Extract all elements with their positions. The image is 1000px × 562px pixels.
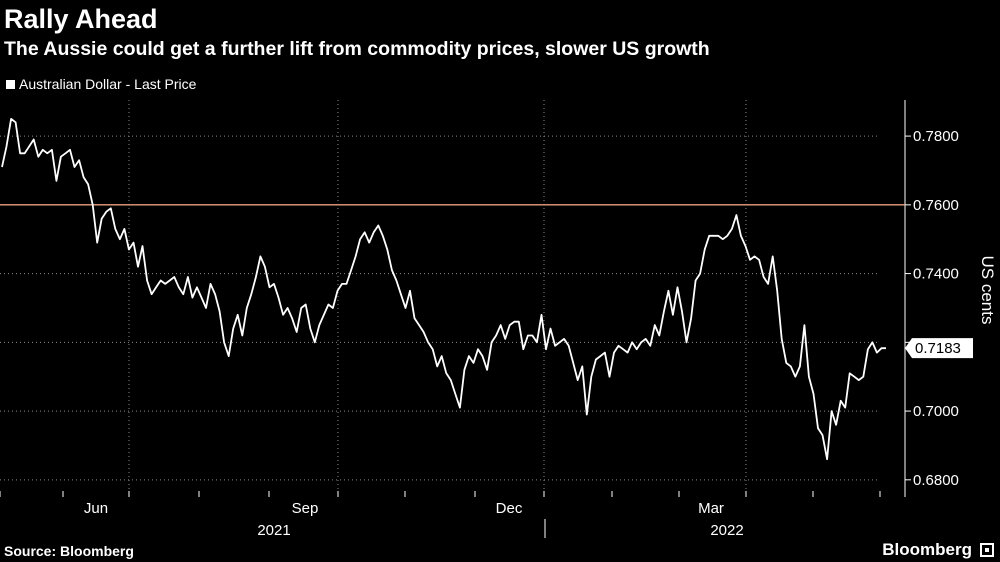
y-tick-label: 0.7000 xyxy=(913,403,959,420)
y-tick-label: 0.7800 xyxy=(913,128,959,145)
chart-title: Rally Ahead xyxy=(4,4,158,34)
last-value-label: 0.7183 xyxy=(915,340,961,357)
last-value-box xyxy=(905,338,973,359)
y-axis-title: US cents xyxy=(978,256,997,325)
y-tick-label: 0.6800 xyxy=(913,472,959,489)
brand-logo: Bloomberg xyxy=(882,540,972,559)
y-tick-label: 0.7400 xyxy=(913,266,959,283)
x-tick-label: Jun xyxy=(84,500,108,517)
bloomberg-logo-icon xyxy=(980,543,994,557)
x-tick-label: Dec xyxy=(496,500,523,517)
x-year-label: 2021 xyxy=(257,522,290,539)
series-line-australian-dollar xyxy=(1,118,886,461)
x-tick-label: Mar xyxy=(698,500,724,517)
chart-subtitle: The Aussie could get a further lift from… xyxy=(4,38,710,60)
x-tick-label: Sep xyxy=(292,500,319,517)
source-note: Source: Bloomberg xyxy=(4,543,134,559)
legend-swatch xyxy=(6,79,15,89)
legend: Australian Dollar - Last Price xyxy=(6,75,196,93)
legend-label: Australian Dollar - Last Price xyxy=(19,76,197,92)
y-tick-label: 0.7600 xyxy=(913,197,959,214)
x-year-label: 2022 xyxy=(710,522,743,539)
last-value-callout: 0.7183 xyxy=(905,338,973,359)
